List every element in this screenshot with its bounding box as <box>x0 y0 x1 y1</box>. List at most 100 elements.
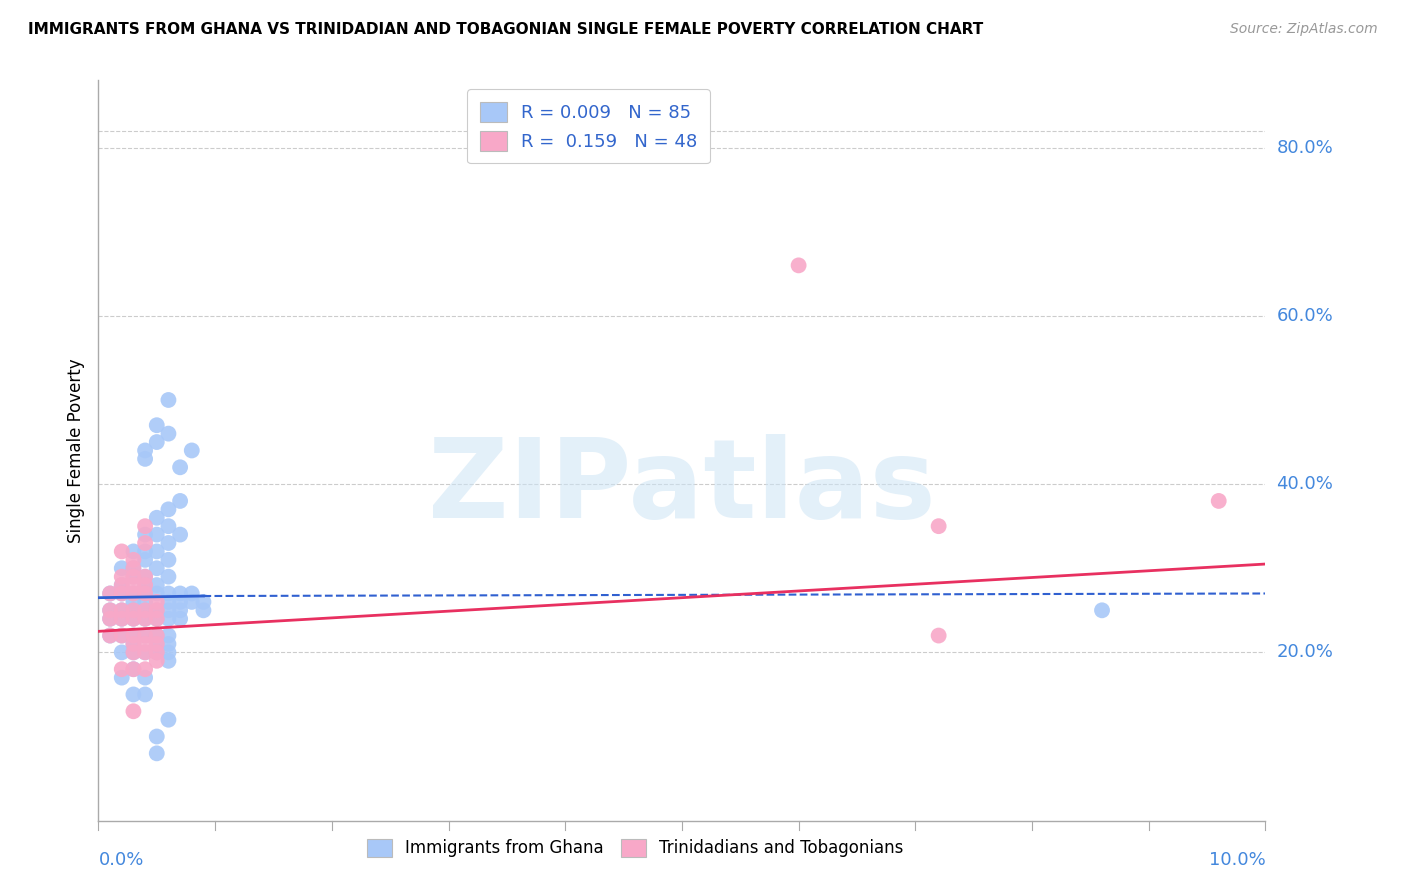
Point <box>122 561 145 575</box>
Point <box>169 494 191 508</box>
Point <box>146 628 169 642</box>
Point <box>111 569 134 583</box>
Point <box>111 662 134 676</box>
Point <box>98 586 121 600</box>
Point <box>98 628 121 642</box>
Point <box>928 519 950 533</box>
Point <box>122 662 145 676</box>
Point <box>111 578 134 592</box>
Point <box>146 578 169 592</box>
Point <box>134 553 156 567</box>
Point <box>122 544 145 558</box>
Point <box>98 603 121 617</box>
Point <box>134 578 156 592</box>
Point <box>134 688 156 702</box>
Point <box>111 645 134 659</box>
Point <box>146 603 169 617</box>
Point <box>157 502 180 516</box>
Point <box>134 603 156 617</box>
Point <box>111 544 134 558</box>
Point <box>98 586 121 600</box>
Point <box>122 645 145 659</box>
Point <box>134 527 156 541</box>
Point <box>157 569 180 583</box>
Point <box>122 595 145 609</box>
Point <box>169 586 191 600</box>
Point <box>111 586 134 600</box>
Point <box>134 519 156 533</box>
Point <box>169 460 191 475</box>
Point <box>146 654 169 668</box>
Point <box>122 603 145 617</box>
Point <box>157 603 180 617</box>
Point <box>122 578 145 592</box>
Point <box>157 654 180 668</box>
Point <box>111 586 134 600</box>
Point <box>146 544 169 558</box>
Legend: Immigrants from Ghana, Trinidadians and Tobagonians: Immigrants from Ghana, Trinidadians and … <box>360 832 910 864</box>
Point <box>134 612 156 626</box>
Point <box>122 637 145 651</box>
Point <box>122 603 145 617</box>
Point <box>146 418 169 433</box>
Point <box>98 603 121 617</box>
Text: Source: ZipAtlas.com: Source: ZipAtlas.com <box>1230 22 1378 37</box>
Point <box>157 645 180 659</box>
Text: 80.0%: 80.0% <box>1277 138 1333 157</box>
Point <box>146 730 169 744</box>
Point <box>98 628 121 642</box>
Point <box>134 569 156 583</box>
Point <box>134 662 156 676</box>
Point <box>146 637 169 651</box>
Point <box>157 586 180 600</box>
Point <box>98 612 121 626</box>
Text: 40.0%: 40.0% <box>1277 475 1333 493</box>
Point <box>122 586 145 600</box>
Point <box>157 553 180 567</box>
Point <box>146 645 169 659</box>
Point <box>134 628 156 642</box>
Point <box>157 612 180 626</box>
Point <box>134 671 156 685</box>
Point <box>193 603 215 617</box>
Point <box>146 561 169 575</box>
Point <box>134 586 156 600</box>
Point <box>157 426 180 441</box>
Point <box>122 645 145 659</box>
Y-axis label: Single Female Poverty: Single Female Poverty <box>66 359 84 542</box>
Point <box>122 704 145 718</box>
Point <box>146 637 169 651</box>
Point <box>111 561 134 575</box>
Point <box>122 569 145 583</box>
Text: 20.0%: 20.0% <box>1277 643 1333 661</box>
Text: 60.0%: 60.0% <box>1277 307 1333 325</box>
Point <box>157 536 180 550</box>
Point <box>146 527 169 541</box>
Point <box>180 595 202 609</box>
Point <box>146 603 169 617</box>
Point <box>157 628 180 642</box>
Point <box>134 628 156 642</box>
Point <box>122 561 145 575</box>
Point <box>134 544 156 558</box>
Point <box>98 612 121 626</box>
Text: 0.0%: 0.0% <box>98 851 143 869</box>
Point <box>157 637 180 651</box>
Point <box>134 586 156 600</box>
Point <box>134 451 156 466</box>
Point <box>122 637 145 651</box>
Point <box>169 527 191 541</box>
Text: ZIPatlas: ZIPatlas <box>427 434 936 541</box>
Point <box>122 612 145 626</box>
Point <box>146 586 169 600</box>
Point <box>134 637 156 651</box>
Point <box>146 628 169 642</box>
Point <box>122 553 145 567</box>
Point <box>146 612 169 626</box>
Point <box>169 595 191 609</box>
Point <box>111 603 134 617</box>
Point <box>111 628 134 642</box>
Point <box>1091 603 1114 617</box>
Point <box>134 603 156 617</box>
Point <box>169 612 191 626</box>
